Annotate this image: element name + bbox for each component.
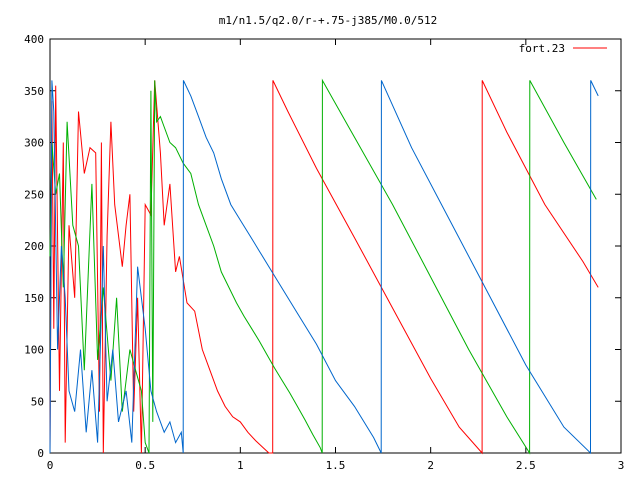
x-tick-label: 0.5 <box>135 459 155 472</box>
series-line-1 <box>49 80 599 455</box>
y-tick-label: 150 <box>24 292 44 305</box>
series-layer <box>49 78 599 455</box>
x-tick-label: 1.5 <box>326 459 346 472</box>
series-line-3 <box>49 80 599 455</box>
series-line-2 <box>49 78 597 455</box>
y-tick-label: 0 <box>37 447 44 460</box>
x-tick-label: 2 <box>427 459 434 472</box>
axis-ticks <box>49 38 622 454</box>
y-tick-label: 300 <box>24 137 44 150</box>
legend: fort.23 <box>519 42 607 55</box>
y-tick-label: 250 <box>24 188 44 201</box>
plot-frame <box>49 38 622 454</box>
y-tick-label: 50 <box>31 395 44 408</box>
y-tick-label: 100 <box>24 344 44 357</box>
y-tick-label: 350 <box>24 85 44 98</box>
y-tick-label: 200 <box>24 240 44 253</box>
axis-tick-labels: 0 0.5 1 1.5 2 2.5 3 0 50 100 150 200 250 300 350 400 <box>24 33 624 472</box>
x-tick-label: 2.5 <box>516 459 536 472</box>
y-tick-label: 400 <box>24 33 44 46</box>
x-tick-label: 3 <box>618 459 625 472</box>
legend-label-fort-23: fort.23 <box>519 42 565 55</box>
x-tick-label: 0 <box>47 459 54 472</box>
chart-title: m1/n1.5/q2.0/r-+.75-j385/M0.0/512 <box>219 14 438 27</box>
x-tick-label: 1 <box>237 459 244 472</box>
